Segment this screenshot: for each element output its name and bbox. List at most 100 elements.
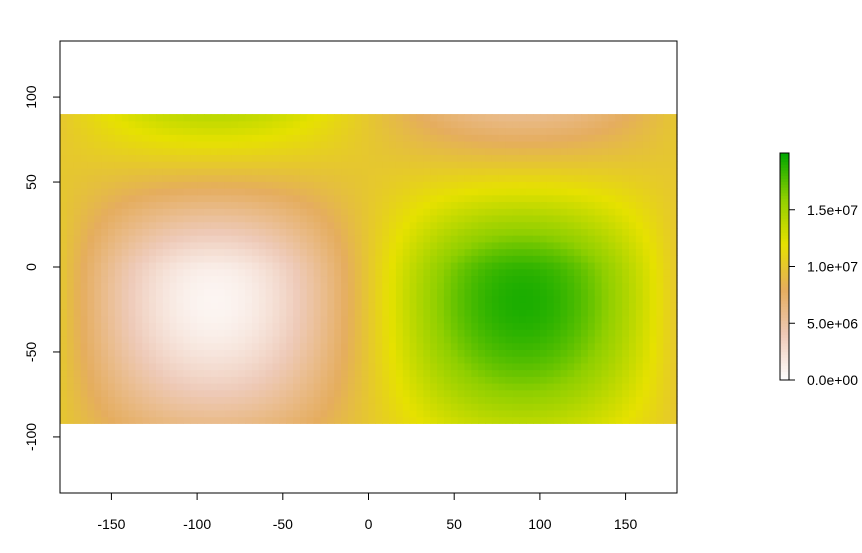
- raster-cell: [409, 396, 418, 404]
- raster-cell: [457, 241, 466, 250]
- raster-cell: [574, 188, 582, 196]
- raster-cell: [491, 315, 500, 324]
- raster-cell: [443, 349, 452, 357]
- raster-cell: [656, 147, 664, 156]
- raster-cell: [60, 214, 68, 223]
- raster-cell: [162, 382, 171, 391]
- raster-cell: [471, 228, 479, 236]
- raster-cell: [670, 309, 678, 317]
- raster-cell: [251, 403, 260, 411]
- raster-cell: [656, 235, 664, 243]
- raster-cell: [169, 214, 178, 223]
- raster-cell: [128, 147, 137, 156]
- raster-cell: [313, 188, 322, 196]
- raster-cell: [457, 369, 466, 377]
- raster-cell: [279, 369, 287, 377]
- raster-cell: [478, 201, 486, 209]
- raster-cell: [560, 235, 568, 243]
- raster-cell: [567, 214, 575, 223]
- raster-cell: [519, 140, 527, 149]
- raster-cell: [402, 188, 411, 196]
- raster-cell: [608, 167, 616, 176]
- raster-cell: [649, 134, 658, 142]
- raster-cell: [382, 181, 390, 189]
- raster-cell: [498, 315, 507, 324]
- raster-cell: [155, 302, 164, 310]
- raster-cell: [101, 282, 109, 290]
- raster-cell: [375, 349, 383, 357]
- raster-cell: [293, 214, 301, 223]
- raster-cell: [635, 181, 644, 189]
- raster-cell: [101, 288, 109, 297]
- raster-cell: [635, 282, 644, 290]
- raster-cell: [382, 161, 390, 169]
- raster-cell: [354, 295, 363, 303]
- raster-cell: [245, 194, 253, 203]
- raster-cell: [361, 396, 370, 404]
- raster-cell: [512, 369, 520, 377]
- raster-cell: [670, 382, 678, 391]
- raster-cell: [567, 403, 575, 411]
- raster-cell: [354, 235, 363, 243]
- raster-cell: [574, 174, 582, 182]
- raster-cell: [416, 302, 424, 310]
- raster-cell: [464, 322, 472, 330]
- raster-cell: [430, 194, 438, 203]
- raster-cell: [313, 114, 322, 122]
- raster-cell: [320, 356, 328, 364]
- legend-swatch: [780, 314, 789, 319]
- raster-cell: [299, 309, 308, 317]
- raster-cell: [430, 248, 438, 256]
- raster-cell: [190, 235, 198, 243]
- raster-cell: [635, 409, 644, 418]
- raster-cell: [663, 409, 671, 418]
- raster-cell: [135, 295, 143, 303]
- raster-cell: [162, 221, 171, 229]
- raster-cell: [114, 322, 123, 330]
- raster-cell: [66, 362, 75, 371]
- raster-cell: [505, 174, 514, 182]
- raster-cell: [670, 275, 678, 283]
- raster-cell: [334, 201, 342, 209]
- legend-swatch: [780, 243, 789, 248]
- raster-cell: [478, 255, 486, 263]
- raster-cell: [409, 140, 418, 149]
- raster-cell: [402, 261, 411, 270]
- raster-cell: [101, 309, 109, 317]
- raster-cell: [190, 201, 198, 209]
- raster-cell: [615, 174, 623, 182]
- raster-cell: [622, 282, 630, 290]
- raster-cell: [217, 241, 226, 250]
- raster-cell: [286, 335, 294, 344]
- raster-cell: [519, 275, 527, 283]
- raster-cell: [183, 208, 191, 216]
- raster-cell: [581, 389, 589, 398]
- raster-cell: [169, 369, 178, 377]
- raster-cell: [601, 127, 610, 135]
- raster-cell: [265, 248, 274, 256]
- raster-cell: [375, 188, 383, 196]
- raster-cell: [197, 114, 205, 122]
- raster-cell: [642, 261, 651, 270]
- raster-cell: [546, 261, 555, 270]
- raster-cell: [210, 268, 219, 277]
- raster-cell: [649, 167, 658, 176]
- raster-cell: [203, 396, 212, 404]
- raster-cell: [60, 342, 68, 350]
- raster-cell: [629, 140, 637, 149]
- raster-cell: [608, 382, 616, 391]
- raster-cell: [293, 342, 301, 350]
- raster-cell: [519, 389, 527, 398]
- raster-cell: [382, 288, 390, 297]
- raster-cell: [560, 376, 568, 384]
- raster-cell: [539, 154, 548, 162]
- raster-cell: [190, 302, 198, 310]
- raster-cell: [327, 235, 335, 243]
- raster-cell: [80, 261, 89, 270]
- raster-cell: [238, 147, 246, 156]
- raster-cell: [279, 356, 287, 364]
- raster-cell: [587, 295, 596, 303]
- raster-cell: [60, 409, 68, 418]
- raster-cell: [553, 261, 562, 270]
- raster-cell: [224, 282, 232, 290]
